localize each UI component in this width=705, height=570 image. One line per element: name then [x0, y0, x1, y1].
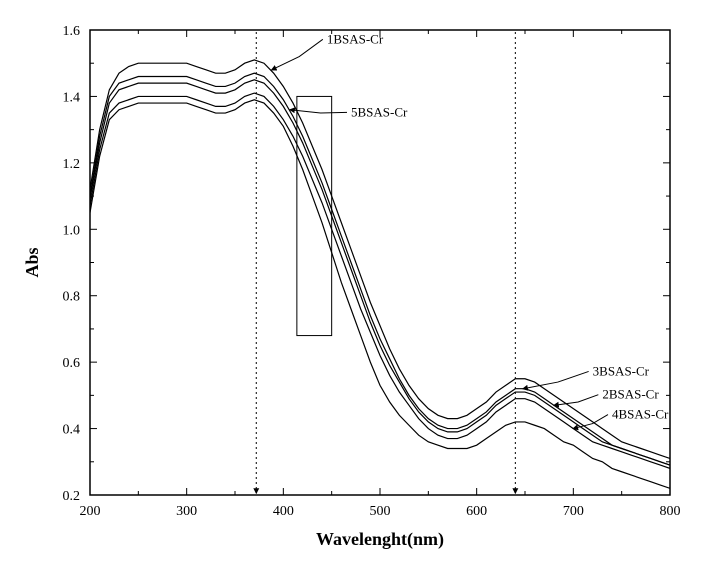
series-label: 2BSAS-Cr	[602, 387, 659, 402]
spectra-chart: 200 300 400 500 600 700 800 0.2 0.4 0.6 0.8 1.0 1.2 1…	[0, 0, 705, 570]
annotation-leader	[523, 371, 589, 388]
x-tick-label: 700	[563, 504, 584, 519]
y-axis-title: Abs	[22, 247, 42, 277]
series-4BSAS-Cr	[90, 100, 670, 489]
y-tick-label: 0.2	[63, 489, 81, 504]
series-5BSAS-Cr	[90, 73, 670, 465]
annotation-leader	[290, 110, 347, 113]
y-tick-label: 0.4	[63, 423, 81, 438]
series-3BSAS-Cr	[90, 80, 670, 465]
y-tick-label: 0.6	[63, 356, 81, 371]
series-label: 3BSAS-Cr	[593, 363, 650, 378]
y-tick-label: 1.6	[63, 24, 81, 39]
annotation-leader	[272, 39, 323, 70]
x-tick-label: 200	[80, 504, 101, 519]
y-tick-label: 0.8	[63, 290, 81, 305]
x-tick-label: 500	[370, 504, 391, 519]
x-tick-label: 300	[176, 504, 197, 519]
y-tick-label: 1.2	[63, 157, 81, 172]
x-axis-title: Wavelenght(nm)	[316, 529, 444, 550]
series-label: 1BSAS-Cr	[327, 31, 384, 46]
series-1BSAS-Cr	[90, 60, 670, 459]
x-tick-label: 400	[273, 504, 294, 519]
x-tick-label: 800	[660, 504, 681, 519]
y-tick-label: 1.0	[63, 223, 81, 238]
chart-svg: 200 300 400 500 600 700 800 0.2 0.4 0.6 0.8 1.0 1.2 1…	[0, 0, 705, 570]
y-tick-label: 1.4	[63, 90, 81, 105]
series-label: 4BSAS-Cr	[612, 407, 669, 422]
series-2BSAS-Cr	[90, 93, 670, 468]
series-label: 5BSAS-Cr	[351, 104, 408, 119]
x-tick-label: 600	[466, 504, 487, 519]
